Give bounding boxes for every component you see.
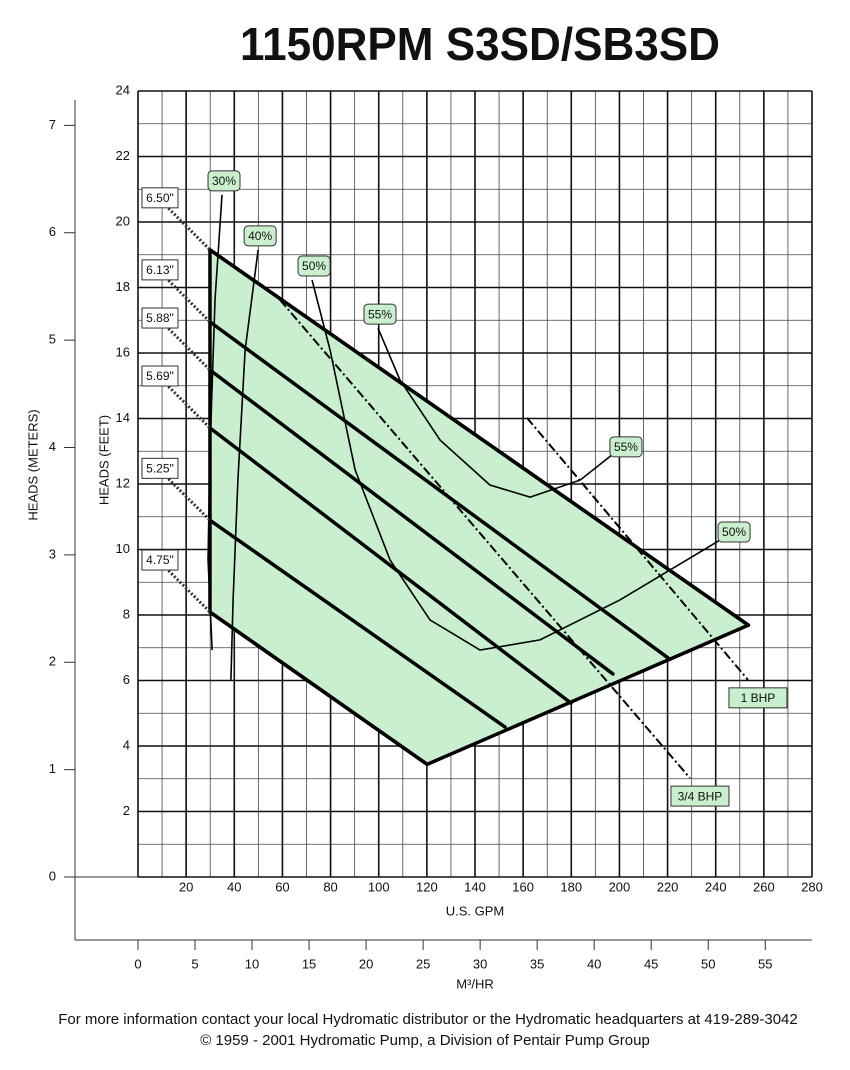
x2-tick-label: 35 [530,956,544,971]
y-tick-label: 14 [116,410,130,425]
x-tick-label: 100 [368,879,390,894]
label: 55% [614,440,638,454]
impeller-curve [208,368,615,676]
y2-axis-label: HEADS (METERS) [25,409,40,520]
label: 55% [368,307,392,321]
x-tick-label: 120 [416,879,438,894]
y-tick-label: 20 [116,213,130,228]
y2-tick-label: 4 [49,439,56,454]
x2-tick-label: 25 [416,956,430,971]
label: 50% [722,525,746,539]
impeller-curve [208,610,429,767]
label-box [297,255,331,277]
label-box [141,259,179,281]
y2-tick-label: 3 [49,546,56,561]
x-tick-label: 20 [179,879,193,894]
x2-tick-label: 55 [758,956,772,971]
y2-tick-label: 7 [49,117,56,132]
label-box [141,457,179,479]
y2-tick-label: 1 [49,761,56,776]
x-tick-label: 280 [801,879,823,894]
x2-tick-label: 15 [302,956,316,971]
x2-axis-label: M³/HR [456,976,494,991]
y-tick-label: 4 [123,737,130,752]
label: 1 BHP [741,691,776,705]
label-box [609,436,643,458]
label: 40% [248,229,272,243]
y-tick-label: 24 [116,82,130,97]
label-box [243,225,277,247]
x2-tick-label: 0 [134,956,141,971]
x-tick-label: 180 [560,879,582,894]
label: 6.13" [146,263,174,277]
label: 30% [212,174,236,188]
chart-title: 1150RPM S3SD/SB3SD [240,18,720,70]
impeller-curve [208,518,507,729]
label-box [141,187,179,209]
x-tick-label: 140 [464,879,486,894]
x-tick-label: 80 [323,879,337,894]
y-tick-label: 12 [116,475,130,490]
y-tick-label: 8 [123,606,130,621]
x-tick-label: 240 [705,879,727,894]
y-tick-label: 18 [116,279,130,294]
label: 3/4 BHP [678,789,723,803]
label-box [717,521,751,543]
label-box [728,687,788,709]
impeller-curve [208,248,751,627]
efficiency-curve [311,279,721,651]
label-box [141,365,179,387]
y-tick-label: 16 [116,344,130,359]
label-box [141,549,179,571]
x-tick-label: 260 [753,879,775,894]
bhp-line [279,299,691,779]
plot [207,194,751,779]
x-axis-label: U.S. GPM [446,903,505,918]
efficiency-curve [207,194,223,651]
y-tick-label: 10 [116,541,130,556]
x-tick-label: 160 [512,879,534,894]
y2-tick-label: 0 [49,868,56,883]
y-axis-label: HEADS (FEET) [96,415,111,505]
bhp-line [526,417,749,681]
y2-tick-label: 5 [49,332,56,347]
x2-tick-label: 10 [245,956,259,971]
grid [64,90,813,950]
label: 5.88" [146,311,174,325]
label-box [670,785,730,807]
footer-line: For more information contact your local … [58,1011,798,1028]
y-tick-label: 22 [116,148,130,163]
labels: 6.50" 6.13" 5.88" 5.69" 5.25" 4.75" 30% 40% 50% 5… [141,170,788,807]
label: 6.50" [146,191,174,205]
label: 5.69" [146,369,174,383]
label: 5.25" [146,462,174,476]
x-tick-label: 60 [275,879,289,894]
x2-tick-label: 45 [644,956,658,971]
footer-line: © 1959 - 2001 Hydromatic Pump, a Divisio… [200,1032,650,1049]
x-tick-label: 220 [657,879,679,894]
impeller-curve [208,320,670,660]
y2-tick-label: 2 [49,654,56,669]
impeller-curve [208,426,573,705]
label-box [207,170,241,192]
x2-tick-label: 50 [701,956,715,971]
x2-tick-label: 20 [359,956,373,971]
x2-tick-label: 30 [473,956,487,971]
y-tick-label: 2 [123,803,130,818]
x2-tick-label: 40 [587,956,601,971]
y-tick-label: 6 [123,672,130,687]
x-tick-label: 40 [227,879,241,894]
label-box [363,303,397,325]
y2-tick-label: 6 [49,224,56,239]
x-tick-label: 200 [609,879,631,894]
x2-tick-label: 5 [191,956,198,971]
label: 4.75" [146,553,174,567]
label-box [141,307,179,329]
efficiency-curve [230,249,259,680]
label: 50% [302,259,326,273]
